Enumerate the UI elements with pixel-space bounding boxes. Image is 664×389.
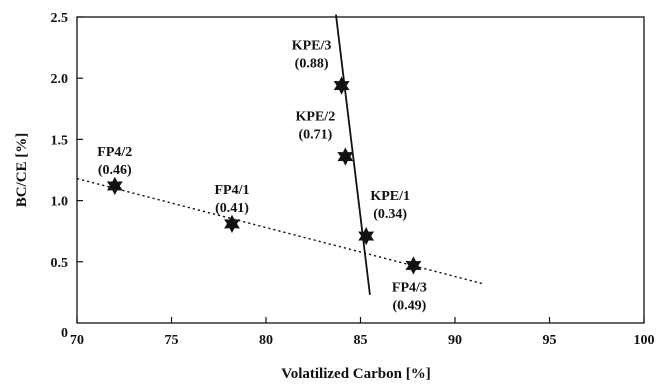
data-point: KPE/3 (0.88) — [292, 39, 350, 95]
data-point: FP4/1 (0.41) — [214, 183, 249, 234]
point-label: KPE/1 — [370, 189, 410, 204]
x-tick-label: 95 — [543, 333, 557, 348]
plot-frame — [76, 16, 645, 324]
point-label: KPE/2 — [296, 110, 336, 125]
x-tick-label: 70 — [70, 333, 84, 348]
y-tick-label: 2.5 — [51, 11, 69, 26]
axis-ticks: 70 75 80 85 90 95 100 0 0.5 1.0 1.5 2.0 2.5 — [51, 11, 655, 348]
star-marker — [106, 176, 123, 196]
star-marker — [358, 226, 375, 246]
dotted-trend-line — [76, 177, 484, 285]
point-value-label: (0.41) — [215, 201, 249, 216]
x-tick-label: 80 — [259, 333, 273, 348]
x-tick-label: 90 — [448, 333, 462, 348]
point-label: FP4/2 — [97, 145, 132, 160]
star-marker — [405, 256, 422, 275]
trend-lines — [76, 14, 484, 295]
point-value-label: (0.49) — [393, 298, 427, 313]
y-tick-label: 0 — [61, 326, 68, 341]
point-value-label: (0.71) — [298, 128, 332, 143]
y-axis-title: BC/CE [%] — [14, 133, 30, 208]
x-axis-title: Volatilized Carbon [%] — [281, 366, 430, 382]
y-tick-label: 0.5 — [51, 256, 69, 271]
star-marker — [224, 214, 240, 234]
point-label: KPE/3 — [292, 39, 332, 54]
data-point: FP4/3 (0.49) — [392, 256, 427, 313]
data-points: FP4/2 (0.46) FP4/1 (0.41) FP4/3 (0.49) KPE/1 (0… — [97, 39, 427, 314]
x-tick-label: 75 — [165, 333, 179, 348]
data-point: FP4/2 (0.46) — [97, 145, 132, 196]
point-value-label: (0.88) — [295, 57, 329, 72]
point-label: FP4/1 — [214, 183, 249, 198]
point-value-label: (0.46) — [98, 163, 132, 178]
star-marker — [337, 147, 354, 166]
data-point: KPE/2 (0.71) — [296, 110, 354, 166]
x-tick-label: 85 — [354, 333, 368, 348]
solid-trend-line — [335, 14, 371, 295]
y-tick-label: 2.0 — [51, 72, 69, 87]
star-marker — [333, 76, 350, 95]
y-tick-label: 1.0 — [51, 195, 69, 210]
point-label: FP4/3 — [392, 280, 427, 295]
y-tick-label: 1.5 — [51, 133, 69, 148]
point-value-label: (0.34) — [373, 207, 407, 222]
x-tick-label: 100 — [634, 333, 655, 348]
data-point: KPE/1 (0.34) — [358, 189, 410, 246]
